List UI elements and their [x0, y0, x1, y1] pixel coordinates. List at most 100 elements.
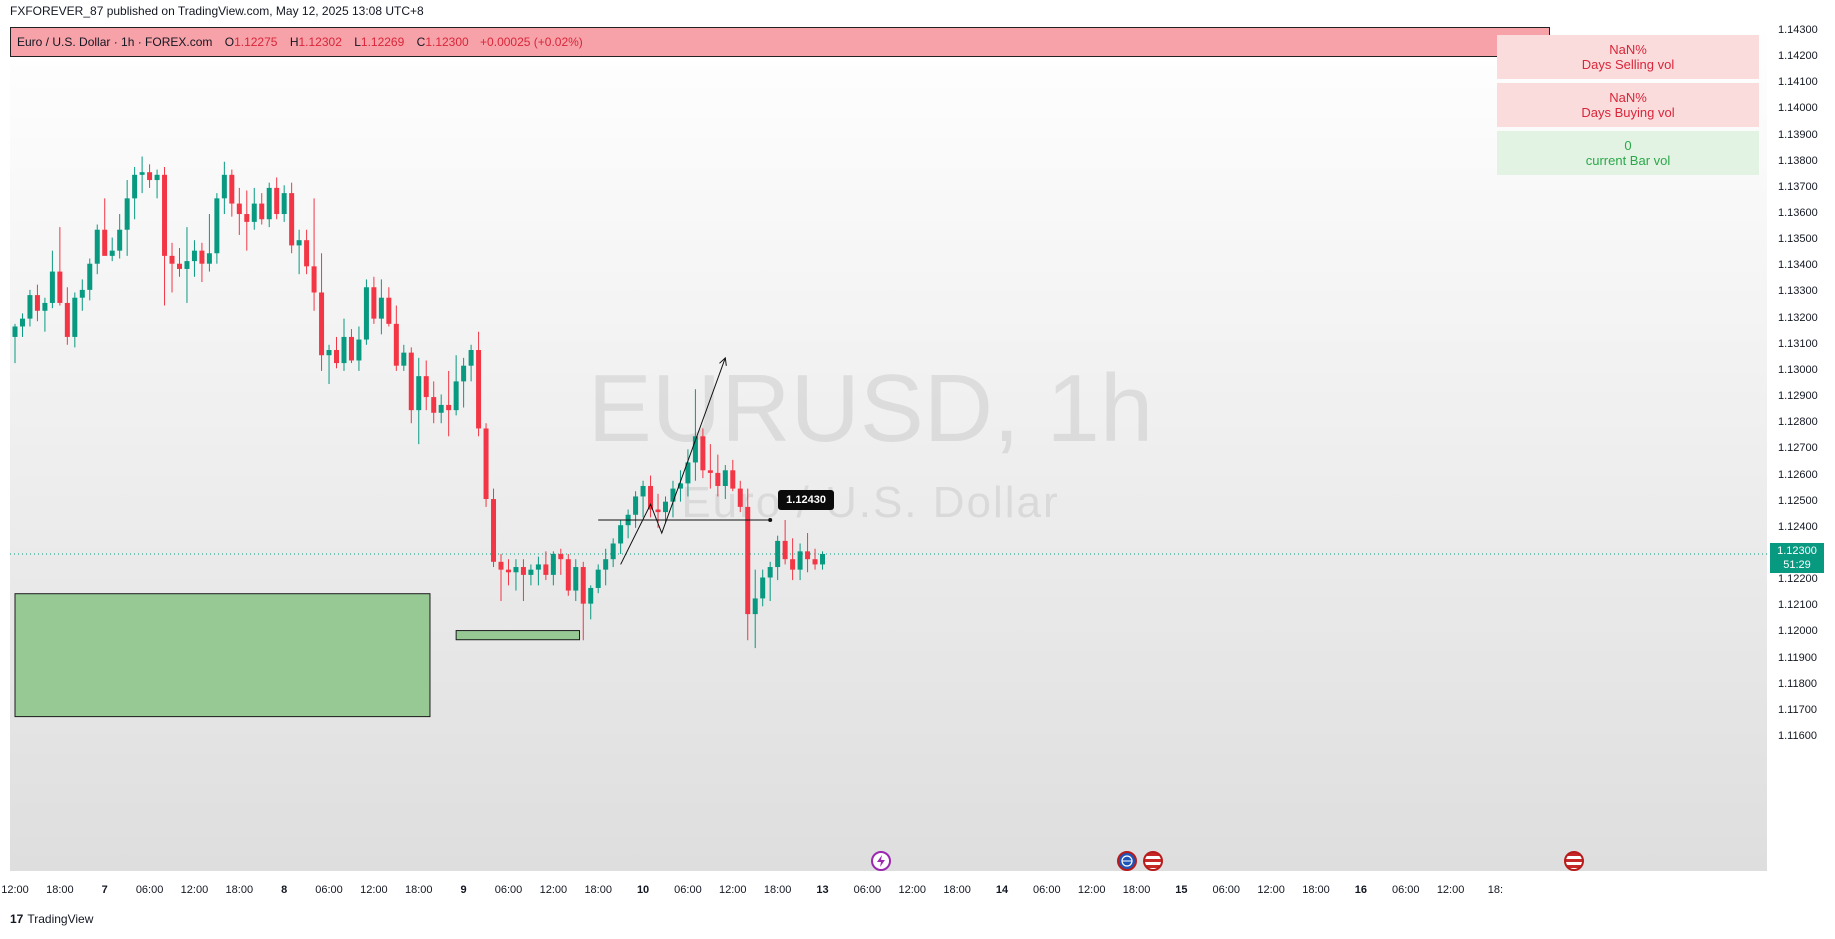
y-tick-label: 1.13800 [1778, 155, 1818, 167]
x-tick-label: 06:00 [1213, 884, 1241, 896]
candle-body [446, 405, 451, 410]
buying-vol-label: Days Buying vol [1497, 105, 1759, 120]
y-tick-label: 1.13000 [1778, 364, 1818, 376]
flash-icon[interactable] [871, 851, 891, 871]
selling-vol-label: Days Selling vol [1497, 57, 1759, 72]
candle-body [641, 486, 646, 496]
x-tick-label: 8 [281, 884, 287, 896]
candle-body [282, 193, 287, 214]
candle-body [618, 525, 623, 543]
candle-body [813, 559, 818, 564]
x-tick-label: 06:00 [495, 884, 523, 896]
candle-body [760, 577, 765, 598]
selling-vol-box: NaN% Days Selling vol [1497, 35, 1759, 79]
y-tick-label: 1.13700 [1778, 181, 1818, 193]
price-level-label[interactable]: 1.12430 [778, 490, 834, 510]
y-tick-label: 1.11900 [1778, 652, 1817, 664]
x-tick-label: 15 [1175, 884, 1187, 896]
y-tick-label: 1.11700 [1778, 704, 1817, 716]
candle-body [207, 253, 212, 263]
current-vol-value: 0 [1497, 138, 1759, 153]
y-tick-label: 1.13100 [1778, 338, 1818, 350]
candle-body [244, 214, 249, 222]
candle-body [723, 470, 728, 486]
candle-body [364, 287, 369, 339]
candle-body [95, 230, 100, 264]
y-tick-label: 1.12100 [1778, 599, 1818, 611]
y-tick-label: 1.14300 [1778, 24, 1818, 36]
x-tick-label: 06:00 [674, 884, 702, 896]
candle-body [790, 559, 795, 569]
candle-body [27, 295, 32, 319]
current-price-marker: 1.12300 51:29 [1770, 543, 1824, 573]
candle-body [394, 324, 399, 366]
x-tick-label: 18:00 [943, 884, 971, 896]
x-tick-label: 18:00 [584, 884, 612, 896]
us-flag-icon[interactable] [1143, 851, 1163, 871]
candle-body [753, 598, 758, 614]
y-tick-label: 1.11800 [1778, 678, 1817, 690]
candle-body [252, 204, 257, 222]
x-tick-label: 18: [1488, 884, 1503, 896]
x-tick-label: 7 [102, 884, 108, 896]
candle-body [670, 489, 675, 502]
candle-body [334, 350, 339, 363]
candle-body [409, 353, 414, 411]
candle-body [454, 381, 459, 410]
candle-body [738, 489, 743, 507]
candle-body [20, 319, 25, 327]
candle-body [386, 298, 391, 324]
y-tick-label: 1.12400 [1778, 521, 1818, 533]
us-flag-icon[interactable] [1564, 851, 1584, 871]
candle-body [588, 588, 593, 604]
candle-body [708, 470, 713, 473]
candle-body [192, 251, 197, 261]
current-vol-box: 0 current Bar vol [1497, 131, 1759, 175]
chart-plot-area[interactable]: Euro / U.S. Dollar · 1h · FOREX.com O1.1… [10, 26, 1767, 871]
candle-body [768, 567, 773, 577]
candle-body [476, 350, 481, 428]
candle-body [177, 264, 182, 269]
y-tick-label: 1.13600 [1778, 207, 1818, 219]
x-tick-label: 12:00 [898, 884, 926, 896]
candle-body [513, 567, 518, 572]
tradingview-footer[interactable]: 17 TradingView [10, 912, 93, 926]
candle-body [222, 175, 227, 199]
candle-body [125, 198, 130, 229]
buying-vol-value: NaN% [1497, 90, 1759, 105]
candle-body [72, 298, 77, 337]
candle-body [528, 570, 533, 575]
x-tick-label: 12:00 [181, 884, 209, 896]
candle-body [80, 290, 85, 298]
candle-body [140, 172, 145, 175]
candle-body [439, 405, 444, 413]
candle-body [199, 251, 204, 264]
price-axis[interactable]: 1.14300 1.14200 1.14100 1.14000 1.13900 1.138… [1767, 26, 1835, 871]
candle-body [775, 541, 780, 567]
candle-body [349, 337, 354, 361]
x-tick-label: 12:00 [719, 884, 747, 896]
candle-body [820, 554, 825, 564]
candle-body [499, 562, 504, 570]
globe-icon[interactable] [1117, 851, 1137, 871]
x-tick-label: 10 [637, 884, 649, 896]
demand-zone-small [456, 631, 579, 640]
publisher-info: FXFOREVER_87 published on TradingView.co… [10, 4, 424, 18]
time-axis[interactable]: 12:00 18:00 7 06:00 12:00 18:00 8 06:00 12:00 18:… [10, 871, 1767, 907]
candle-body [87, 264, 92, 290]
candle-body [551, 554, 556, 575]
candle-body [312, 266, 317, 292]
candle-body [798, 551, 803, 569]
candle-body [170, 256, 175, 264]
candle-body [596, 570, 601, 588]
y-tick-label: 1.14100 [1778, 76, 1818, 88]
candle-body [730, 470, 735, 488]
candle-body [663, 502, 668, 512]
tradingview-logo-icon: 17 [10, 912, 23, 926]
candle-body [558, 554, 563, 559]
x-tick-label: 18:00 [405, 884, 433, 896]
candle-body [267, 188, 272, 219]
x-tick-label: 12:00 [360, 884, 388, 896]
x-tick-label: 18:00 [764, 884, 792, 896]
price-level-anchor [768, 518, 772, 522]
